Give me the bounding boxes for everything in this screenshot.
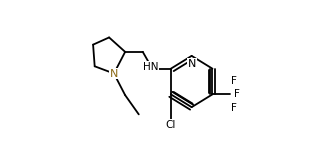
Text: Cl: Cl [166,120,176,130]
Text: F: F [231,76,237,86]
Text: HN: HN [143,62,158,72]
Text: N: N [110,69,118,78]
Text: F: F [231,103,237,113]
Text: N: N [188,59,196,69]
Text: F: F [234,89,239,99]
